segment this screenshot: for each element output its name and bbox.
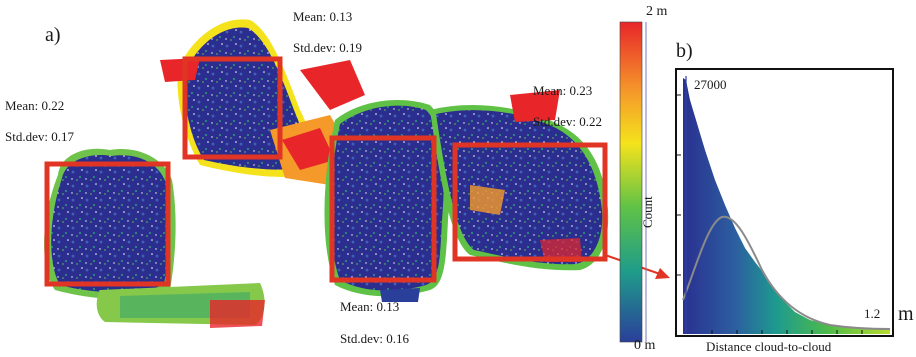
region-1-mean: Mean: 0.22 [5, 98, 65, 113]
histogram-bars [683, 78, 890, 334]
histogram-xlabel: Distance cloud-to-cloud [706, 339, 832, 354]
histogram-ticks [676, 94, 863, 334]
colorbar-min-label: 0 m [634, 338, 656, 353]
cloud-left [51, 154, 170, 293]
fit-curve [682, 215, 891, 330]
histogram [675, 68, 894, 337]
region-box-1 [44, 161, 171, 287]
point-cloud [44, 19, 609, 328]
region-4-mean: Mean: 0.23 [533, 83, 593, 98]
cloud-center [330, 105, 444, 291]
region-1-std: Std.dev: 0.17 [5, 129, 74, 144]
region-3-mean: Mean: 0.13 [340, 299, 400, 314]
colorbar [619, 21, 647, 343]
panel-label-a: a) [45, 24, 61, 46]
histogram-unit-label: m [898, 303, 914, 325]
histogram-x-end-label: 1.2 [864, 306, 881, 321]
histogram-ylabel: Count [640, 196, 655, 228]
region-box-2 [182, 56, 283, 160]
panel-label-b: b) [676, 40, 693, 62]
region-box-3 [329, 135, 437, 283]
region-box-4 [452, 142, 608, 262]
colorbar-max-label: 2 m [646, 4, 668, 19]
region-2-mean: Mean: 0.13 [293, 9, 353, 24]
region-3-std: Std.dev: 0.16 [340, 331, 409, 346]
region-2-std: Std.dev: 0.19 [293, 40, 362, 55]
colorbar-gradient [619, 21, 643, 343]
region-boxes [44, 56, 608, 287]
histogram-peak-label: 27000 [694, 77, 727, 92]
region-4-std: Std.dev: 0.22 [533, 114, 602, 129]
cloud-right [436, 110, 603, 265]
